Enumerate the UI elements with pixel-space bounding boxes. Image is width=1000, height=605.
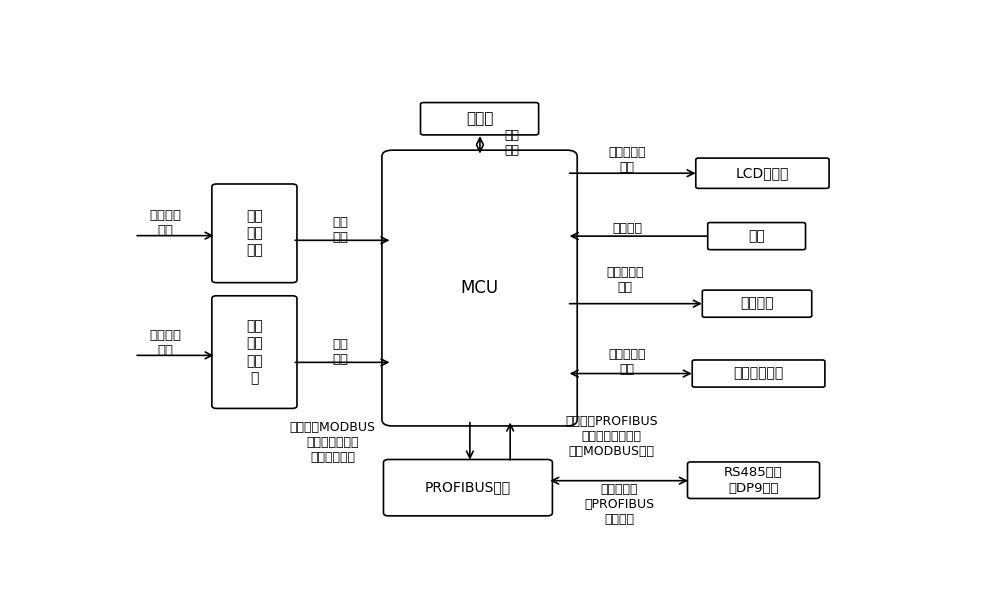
Text: 仪用
电流
互感
器: 仪用 电流 互感 器 <box>246 319 263 385</box>
Text: 数字信号接口: 数字信号接口 <box>733 367 784 381</box>
FancyBboxPatch shape <box>687 462 820 499</box>
Text: 获取模块PROFIBUS
数据区的五字节形
式的MODBUS指令: 获取模块PROFIBUS 数据区的五字节形 式的MODBUS指令 <box>565 416 658 459</box>
Text: 分相电压
输入: 分相电压 输入 <box>149 209 181 237</box>
FancyBboxPatch shape <box>382 150 577 426</box>
Text: 电量脉冲: 电量脉冲 <box>740 296 774 310</box>
Text: PROFIBUS模块: PROFIBUS模块 <box>425 480 511 495</box>
Text: 主站与模块
的PROFIBUS
数据传送: 主站与模块 的PROFIBUS 数据传送 <box>584 483 655 526</box>
Text: 按键输入: 按键输入 <box>612 222 642 235</box>
Text: 电压
分压
电路: 电压 分压 电路 <box>246 209 263 258</box>
Text: 数据与状态
显示: 数据与状态 显示 <box>608 146 646 174</box>
Text: 数据
存取: 数据 存取 <box>505 129 520 157</box>
FancyBboxPatch shape <box>212 184 297 283</box>
FancyBboxPatch shape <box>708 223 806 250</box>
FancyBboxPatch shape <box>702 290 812 317</box>
Text: 分相电流
输入: 分相电流 输入 <box>149 329 181 357</box>
FancyBboxPatch shape <box>421 103 539 135</box>
Text: LCD显示器: LCD显示器 <box>736 166 789 180</box>
FancyBboxPatch shape <box>383 459 552 516</box>
Text: 有无功脉冲
输出: 有无功脉冲 输出 <box>606 266 644 294</box>
FancyBboxPatch shape <box>696 158 829 188</box>
Text: 开关量输入
输出: 开关量输入 输出 <box>608 348 646 376</box>
Text: 按键: 按键 <box>748 229 765 243</box>
Text: 存储器: 存储器 <box>466 111 493 126</box>
Text: MCU: MCU <box>460 279 499 297</box>
Text: 以五字节MODBUS
指令形式回复电
表数据给模块: 以五字节MODBUS 指令形式回复电 表数据给模块 <box>290 420 376 463</box>
Text: 电压
采样: 电压 采样 <box>332 216 348 244</box>
FancyBboxPatch shape <box>212 296 297 408</box>
Text: 电流
采样: 电流 采样 <box>332 338 348 366</box>
Text: RS485接口
（DP9针）: RS485接口 （DP9针） <box>724 466 783 495</box>
FancyBboxPatch shape <box>692 360 825 387</box>
